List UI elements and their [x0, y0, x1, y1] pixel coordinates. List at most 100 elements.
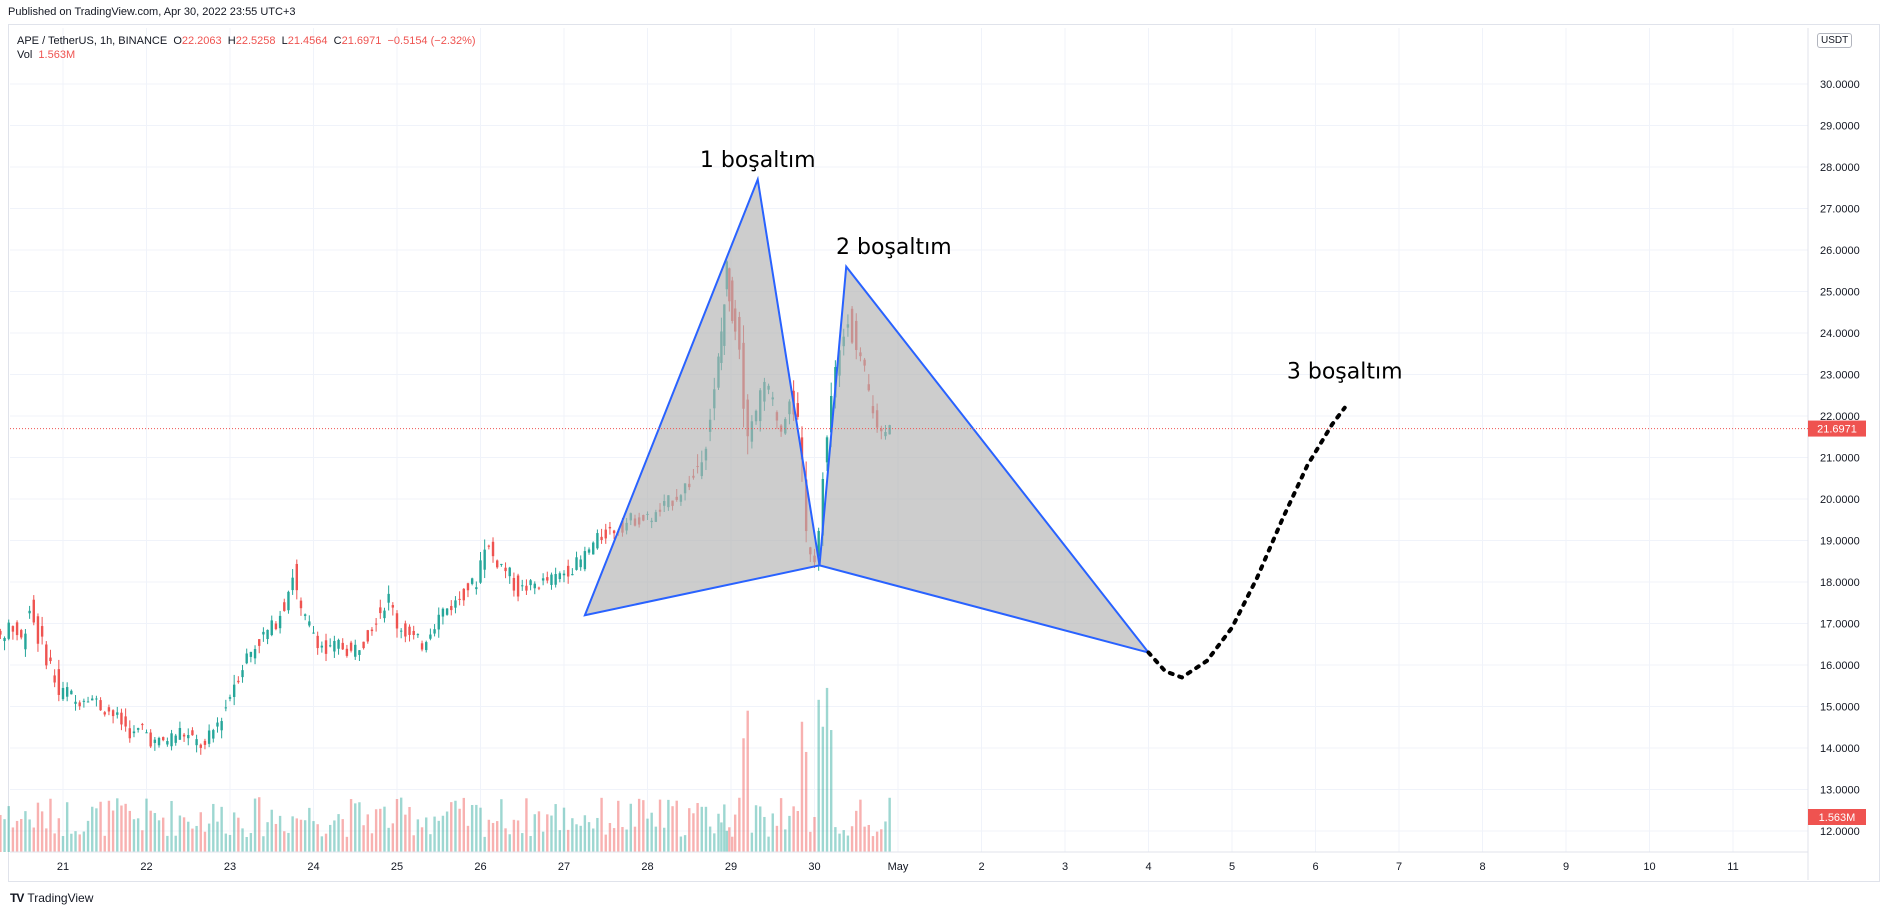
volume-bar: [3, 819, 6, 852]
volume-bar: [324, 833, 328, 852]
candle-body: [337, 639, 340, 649]
volume-bar: [516, 820, 520, 852]
volume-bar: [283, 831, 286, 852]
y-tick-label: 15.0000: [1820, 702, 1860, 714]
candle-body: [592, 542, 595, 555]
volume-bar: [433, 816, 436, 852]
candle-body: [0, 630, 2, 635]
candle-body: [237, 680, 240, 683]
volume-bar: [391, 823, 395, 852]
candle-body: [316, 635, 319, 649]
y-tick-label: 25.0000: [1820, 287, 1860, 299]
candle-body: [49, 657, 52, 662]
volume-bar: [871, 836, 875, 852]
candle-body: [500, 563, 503, 565]
candle-body: [312, 632, 315, 634]
y-tick-label: 27.0000: [1820, 204, 1860, 216]
volume-bar: [771, 813, 774, 852]
volume-bar: [504, 828, 507, 852]
volume-bar: [696, 803, 699, 852]
x-tick-label: 29: [725, 861, 737, 873]
last-price-badge: [1808, 420, 1866, 437]
volume-bar: [658, 799, 662, 852]
candle-body: [366, 630, 369, 642]
volume-bar: [792, 806, 795, 852]
candle-body: [45, 644, 48, 666]
candle-body: [3, 637, 6, 642]
volume-bar: [796, 811, 799, 852]
volume-bar: [203, 831, 207, 852]
open-value: 22.2063: [181, 35, 222, 47]
high-label: H: [227, 35, 236, 47]
x-tick-label: 22: [140, 861, 152, 873]
candle-body: [596, 533, 599, 549]
projection-dotted-line: [1146, 405, 1347, 680]
candle-body: [28, 610, 31, 614]
volume-bar: [187, 821, 190, 852]
candle-body: [825, 437, 829, 463]
y-tick-label: 18.0000: [1820, 577, 1860, 589]
volume-bar: [178, 815, 182, 852]
candle-body: [587, 549, 591, 553]
candle-body: [145, 732, 148, 734]
x-tick-label: May: [888, 861, 909, 873]
candle-body: [283, 602, 286, 611]
candle-body: [212, 730, 215, 739]
volume-bar: [725, 830, 729, 852]
candle-body: [15, 622, 19, 636]
projection-path: [1146, 405, 1347, 680]
candle-body: [796, 403, 799, 417]
volume-bar: [416, 819, 420, 852]
candle-body: [546, 577, 549, 581]
candle-body: [157, 737, 161, 746]
candle-body: [245, 653, 248, 664]
volume-bar: [483, 836, 486, 852]
candle-body: [525, 585, 528, 591]
x-tick-label: 23: [224, 861, 236, 873]
volume-bar: [825, 687, 829, 852]
annotation-label: 2 boşaltım: [836, 235, 952, 260]
chart-frame: [8, 24, 1880, 882]
volume-bar: [207, 823, 211, 852]
volume-bar: [253, 798, 257, 852]
candle-body: [166, 741, 169, 745]
candle-body: [579, 559, 582, 568]
candle-body: [362, 641, 365, 649]
volume-bar: [855, 810, 858, 852]
volume-bar: [441, 815, 445, 852]
volume-bar: [821, 726, 825, 852]
time-axis: 21 22 23 24 25 26 27 28 29 30 May 2 3 4 5 6 7 8 9 10 11: [10, 851, 1808, 873]
candle-body: [199, 744, 202, 748]
volume-bar: [345, 836, 349, 852]
candle-body: [550, 574, 553, 585]
low-label: L: [281, 35, 288, 47]
volume-bar: [767, 836, 770, 852]
candle-body: [78, 702, 81, 707]
volume-bar: [65, 802, 69, 852]
volume-bar: [237, 817, 240, 852]
candle-body: [458, 598, 461, 600]
volume-bar: [500, 799, 503, 852]
volume-bar: [383, 806, 386, 852]
volume-bar: [82, 831, 86, 852]
volume-bar: [708, 826, 712, 852]
volume-bar: [362, 825, 365, 852]
volume-bar: [575, 824, 578, 852]
tradingview-brand[interactable]: TV TradingView: [10, 891, 93, 905]
y-tick-label: 12.0000: [1820, 826, 1860, 838]
volume-bar: [99, 801, 102, 852]
volume-bar: [49, 798, 52, 852]
volume-bar: [354, 803, 357, 852]
currency-button[interactable]: USDT: [1817, 33, 1853, 48]
volume-bar: [521, 833, 524, 852]
symbol-title[interactable]: APE / TetherUS, 1h, BINANCE: [17, 35, 168, 47]
volume-bar: [508, 834, 511, 852]
candle-body: [220, 721, 223, 731]
candle-body: [11, 626, 15, 632]
volume-bar: [53, 833, 56, 852]
volume-bar: [40, 811, 44, 852]
volume-bar: [838, 833, 841, 852]
x-tick-label: 28: [641, 861, 653, 873]
volume-bar: [462, 797, 465, 852]
